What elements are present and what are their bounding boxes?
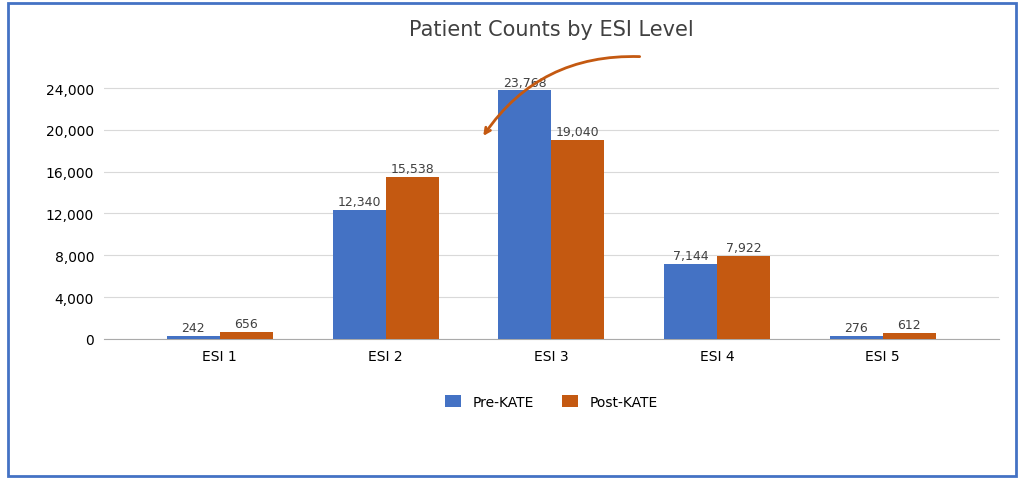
Bar [220, 332, 272, 339]
Text: 242: 242 [181, 322, 205, 335]
Bar [551, 141, 604, 339]
Title: Patient Counts by ESI Level: Patient Counts by ESI Level [409, 20, 693, 40]
Bar [829, 336, 883, 339]
Text: 15,538: 15,538 [390, 162, 434, 175]
Bar [167, 336, 220, 339]
Text: 12,340: 12,340 [337, 196, 381, 209]
Legend: Pre-KATE, Post-KATE: Pre-KATE, Post-KATE [439, 389, 664, 414]
Text: 612: 612 [897, 318, 921, 331]
Bar [664, 264, 717, 339]
Text: 7,922: 7,922 [726, 242, 762, 255]
Bar [499, 91, 551, 339]
Bar [386, 177, 438, 339]
Text: 656: 656 [234, 317, 258, 331]
Bar [333, 211, 386, 339]
Bar [717, 257, 770, 339]
Text: 23,768: 23,768 [503, 76, 547, 89]
Text: 19,040: 19,040 [556, 126, 600, 139]
Bar [883, 333, 936, 339]
Text: 276: 276 [845, 322, 868, 335]
Text: 7,144: 7,144 [673, 250, 709, 263]
